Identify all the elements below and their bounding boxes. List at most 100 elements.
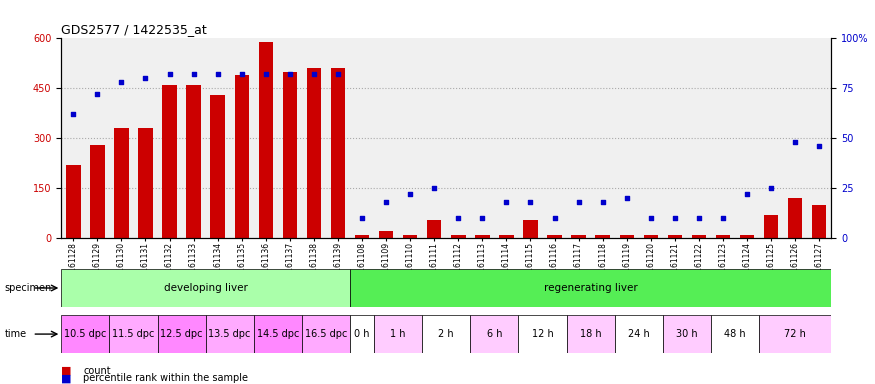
- Point: [452, 215, 466, 221]
- Point: [644, 215, 658, 221]
- Text: GDS2577 / 1422535_at: GDS2577 / 1422535_at: [61, 23, 207, 36]
- Text: ■: ■: [61, 373, 72, 383]
- Bar: [66, 165, 80, 238]
- Text: regenerating liver: regenerating liver: [543, 283, 638, 293]
- Point: [259, 71, 273, 78]
- Point: [138, 75, 152, 81]
- Bar: [259, 42, 273, 238]
- Point: [620, 195, 634, 201]
- Bar: [764, 215, 779, 238]
- FancyBboxPatch shape: [518, 315, 567, 353]
- Bar: [307, 68, 321, 238]
- Bar: [692, 235, 706, 238]
- FancyBboxPatch shape: [663, 315, 711, 353]
- FancyBboxPatch shape: [711, 315, 760, 353]
- Text: 48 h: 48 h: [724, 329, 746, 339]
- FancyBboxPatch shape: [302, 315, 350, 353]
- FancyBboxPatch shape: [374, 315, 423, 353]
- Text: 0 h: 0 h: [354, 329, 370, 339]
- FancyBboxPatch shape: [350, 315, 374, 353]
- Point: [211, 71, 225, 78]
- Bar: [90, 145, 105, 238]
- Point: [163, 71, 177, 78]
- Bar: [379, 232, 394, 238]
- Text: count: count: [83, 366, 111, 376]
- Bar: [500, 235, 514, 238]
- Point: [571, 199, 585, 205]
- Bar: [331, 68, 345, 238]
- Point: [812, 143, 826, 149]
- Bar: [668, 235, 682, 238]
- Text: 13.5 dpc: 13.5 dpc: [208, 329, 251, 339]
- Bar: [211, 95, 225, 238]
- Bar: [740, 235, 754, 238]
- Bar: [163, 85, 177, 238]
- Point: [596, 199, 610, 205]
- FancyBboxPatch shape: [109, 315, 158, 353]
- Text: 11.5 dpc: 11.5 dpc: [112, 329, 155, 339]
- FancyBboxPatch shape: [61, 269, 350, 307]
- Point: [668, 215, 682, 221]
- Bar: [138, 128, 153, 238]
- Point: [740, 191, 754, 197]
- Bar: [548, 235, 562, 238]
- Text: 1 h: 1 h: [390, 329, 406, 339]
- Point: [307, 71, 321, 78]
- Bar: [812, 205, 827, 238]
- Text: 30 h: 30 h: [676, 329, 697, 339]
- Point: [764, 185, 778, 191]
- Text: 6 h: 6 h: [487, 329, 502, 339]
- Text: 12.5 dpc: 12.5 dpc: [160, 329, 203, 339]
- Point: [403, 191, 417, 197]
- FancyBboxPatch shape: [614, 315, 663, 353]
- Text: specimen: specimen: [4, 283, 52, 293]
- Point: [234, 71, 248, 78]
- Bar: [620, 235, 634, 238]
- FancyBboxPatch shape: [254, 315, 302, 353]
- Bar: [234, 75, 249, 238]
- Bar: [788, 198, 802, 238]
- Point: [788, 139, 802, 145]
- Point: [716, 215, 730, 221]
- Point: [427, 185, 441, 191]
- Point: [523, 199, 537, 205]
- Point: [692, 215, 706, 221]
- Bar: [571, 235, 586, 238]
- Text: percentile rank within the sample: percentile rank within the sample: [83, 373, 248, 383]
- Bar: [115, 128, 129, 238]
- Bar: [644, 235, 658, 238]
- Point: [186, 71, 200, 78]
- Point: [500, 199, 514, 205]
- FancyBboxPatch shape: [61, 315, 109, 353]
- Text: time: time: [4, 329, 26, 339]
- Bar: [452, 235, 466, 238]
- Point: [90, 91, 104, 98]
- FancyBboxPatch shape: [760, 315, 831, 353]
- Point: [331, 71, 345, 78]
- FancyBboxPatch shape: [350, 269, 831, 307]
- Text: 24 h: 24 h: [628, 329, 649, 339]
- Bar: [596, 235, 610, 238]
- Bar: [186, 85, 201, 238]
- Bar: [355, 235, 369, 238]
- Point: [475, 215, 489, 221]
- Point: [66, 111, 80, 118]
- Text: 16.5 dpc: 16.5 dpc: [304, 329, 347, 339]
- Point: [115, 79, 129, 85]
- Bar: [523, 220, 538, 238]
- Text: 72 h: 72 h: [784, 329, 806, 339]
- Point: [548, 215, 562, 221]
- FancyBboxPatch shape: [423, 315, 471, 353]
- Text: ■: ■: [61, 366, 72, 376]
- Text: 18 h: 18 h: [580, 329, 601, 339]
- Bar: [716, 235, 731, 238]
- Bar: [283, 72, 298, 238]
- Point: [379, 199, 393, 205]
- FancyBboxPatch shape: [158, 315, 206, 353]
- Bar: [427, 220, 442, 238]
- Text: 10.5 dpc: 10.5 dpc: [64, 329, 107, 339]
- FancyBboxPatch shape: [471, 315, 518, 353]
- Bar: [403, 235, 417, 238]
- Bar: [475, 235, 490, 238]
- Point: [355, 215, 369, 221]
